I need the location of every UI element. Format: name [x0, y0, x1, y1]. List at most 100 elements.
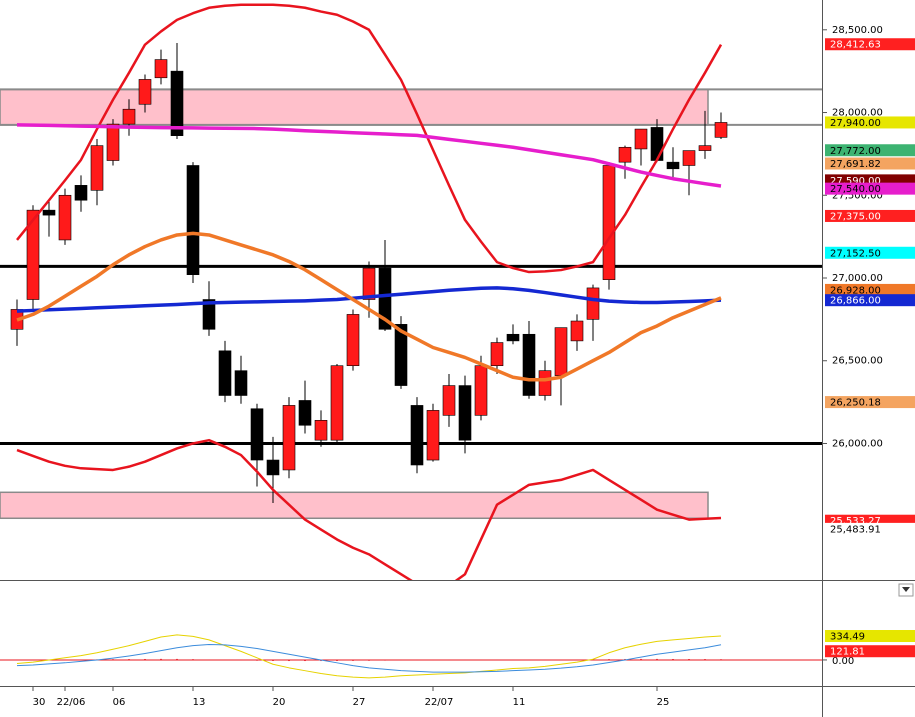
price-label-box — [825, 246, 915, 259]
candle-body — [26, 209, 40, 300]
price-label-box — [825, 157, 915, 170]
candle-body — [170, 70, 184, 136]
candle-body — [122, 108, 136, 125]
candle-body — [378, 267, 392, 330]
candle-body — [186, 165, 200, 275]
indicator-line — [16, 634, 722, 679]
price-label-box — [825, 144, 915, 157]
x-tick-label: 20 — [273, 697, 286, 708]
price-label: 27,540.00 — [830, 184, 881, 195]
candle-body — [282, 405, 296, 471]
candle-body — [202, 299, 216, 330]
candle-body — [58, 194, 72, 241]
y-tick-label: 0.00 — [832, 656, 854, 667]
price-label: 27,590.00 — [830, 176, 881, 187]
indicator-plot — [0, 634, 822, 679]
x-tick-label: 27 — [353, 697, 366, 708]
indicator-line — [16, 438, 722, 580]
price-label: 27,152.50 — [830, 248, 881, 259]
x-tick-label: 30 — [33, 697, 46, 708]
candle-body — [474, 365, 488, 416]
price-label: 27,375.00 — [830, 211, 881, 222]
candle-body — [154, 59, 168, 79]
candle-body — [42, 209, 56, 216]
candle-body — [314, 420, 328, 441]
price-label: 121.81 — [830, 647, 865, 658]
x-tick-label: 25 — [657, 697, 670, 708]
price-label-box — [825, 116, 915, 129]
x-tick-label: 22/06 — [57, 697, 86, 708]
candle-body — [394, 324, 408, 386]
price-label-box — [825, 396, 915, 409]
indicator-line — [16, 3, 723, 274]
price-label: 26,866.00 — [830, 296, 881, 307]
indicator-line — [16, 231, 722, 382]
candle-body — [698, 145, 712, 151]
candle-body — [410, 405, 424, 466]
candle-body — [666, 161, 680, 170]
x-tick-label: 11 — [513, 697, 526, 708]
indicator-line — [16, 123, 722, 188]
price-label: 25,483.91 — [830, 524, 881, 535]
price-label-box — [825, 645, 915, 658]
price-label-box — [825, 294, 915, 307]
candle-body — [250, 408, 264, 461]
price-label-box — [825, 283, 915, 296]
price-label-box — [825, 38, 915, 51]
y-tick-label: 27,500.00 — [832, 190, 883, 201]
candle-body — [90, 145, 104, 191]
y-tick-label: 27,000.00 — [832, 273, 883, 284]
candle-body — [522, 333, 536, 396]
candle-body — [538, 370, 552, 396]
candle-body — [570, 320, 584, 342]
price-label: 28,412.63 — [830, 40, 881, 51]
candle-body — [266, 459, 280, 476]
x-tick-label: 22/07 — [425, 697, 454, 708]
price-label: 26,928.00 — [830, 285, 881, 296]
candle-body — [602, 165, 616, 280]
candle-body — [106, 123, 120, 161]
candle-body — [330, 365, 344, 441]
menu-arrow — [902, 587, 910, 592]
candle-body — [426, 410, 440, 461]
main-plot — [0, 3, 822, 580]
candle-body — [362, 267, 376, 300]
price-label: 27,772.00 — [830, 146, 881, 157]
price-label-box — [825, 182, 915, 195]
candle-body — [554, 327, 568, 376]
price-label: 25,533.27 — [830, 516, 881, 527]
candle-body — [586, 287, 600, 320]
candle-body — [650, 127, 664, 161]
y-tick-label: 28,500.00 — [832, 25, 883, 36]
candle-body — [618, 146, 632, 163]
price-label-box — [825, 209, 915, 222]
y-tick-label: 26,000.00 — [832, 438, 883, 449]
candle-body — [138, 79, 152, 105]
candle-body — [218, 350, 232, 396]
candle-body — [234, 370, 248, 396]
candle-body — [506, 333, 520, 342]
indicator-line — [16, 286, 722, 313]
price-zone — [0, 88, 709, 126]
candle-body — [74, 185, 88, 201]
y-tick-label: 26,500.00 — [832, 356, 883, 367]
price-label: 27,940.00 — [830, 118, 881, 129]
candle-body — [458, 385, 472, 441]
price-label: 334.49 — [830, 632, 865, 643]
candle-body — [442, 385, 456, 416]
price-label: 26,250.18 — [830, 398, 881, 409]
x-tick-label: 13 — [193, 697, 206, 708]
indicator-line — [16, 644, 722, 673]
price-label-box — [825, 522, 915, 535]
candle-body — [298, 400, 312, 426]
x-tick-label: 06 — [113, 697, 126, 708]
candle-body — [346, 314, 360, 367]
price-zone — [0, 491, 709, 520]
candle-body — [714, 122, 728, 138]
candle-body — [490, 342, 504, 367]
price-label: 27,691.82 — [830, 159, 881, 170]
candle-body — [634, 128, 648, 150]
